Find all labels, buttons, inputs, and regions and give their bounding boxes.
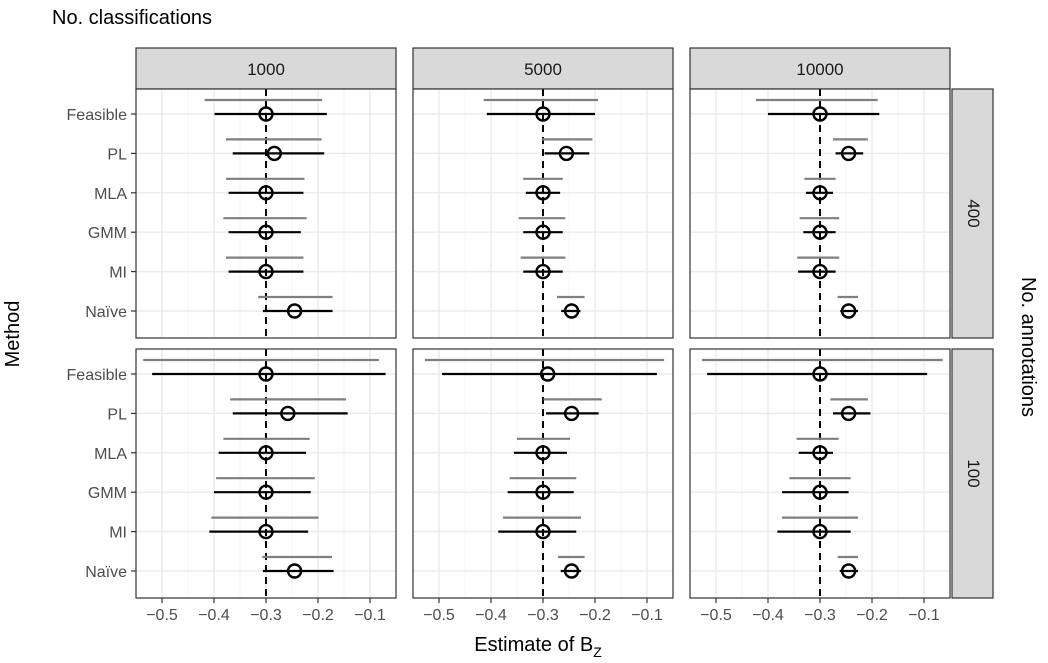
y-tick-label: MLA — [94, 186, 127, 203]
estimate-point — [558, 145, 575, 162]
estimate-point — [280, 405, 296, 422]
column-strip-label: 5000 — [524, 60, 562, 79]
estimate-point — [840, 303, 857, 319]
column-strip — [689, 47, 951, 90]
row-strip-label: 400 — [964, 199, 983, 227]
x-axis-title: Estimate of BZ — [474, 634, 602, 660]
facet-row-title: No. annotations — [1017, 277, 1039, 417]
estimate-point — [286, 303, 303, 319]
estimate-point — [812, 366, 828, 382]
x-tick-label: −0.4 — [475, 607, 507, 624]
x-axis-title-subscript: Z — [593, 644, 602, 660]
facet-panel — [135, 88, 397, 339]
estimate-point — [539, 366, 556, 382]
x-tick-label: −0.5 — [146, 607, 178, 624]
y-tick-label: Naïve — [85, 304, 127, 321]
row-strip-label: 100 — [964, 459, 983, 487]
x-tick-label: −0.2 — [302, 607, 334, 624]
x-tick-label: −0.1 — [631, 607, 663, 624]
estimate-point — [258, 224, 274, 240]
estimate-point — [812, 224, 828, 240]
x-tick-label: −0.2 — [856, 607, 888, 624]
estimate-point — [535, 263, 551, 280]
facet-panel — [135, 348, 397, 599]
x-tick-label: −0.5 — [700, 607, 732, 624]
estimate-point — [812, 185, 828, 201]
facet-panel — [412, 348, 674, 599]
estimate-point — [258, 445, 274, 461]
y-tick-label: Feasible — [67, 107, 128, 124]
x-axis-title-main: Estimate of B — [474, 634, 593, 656]
facet-panel — [689, 348, 951, 599]
x-tick-label: −0.1 — [354, 607, 386, 624]
estimate-point — [535, 445, 551, 461]
estimate-point — [812, 445, 828, 461]
y-tick-label: GMM — [88, 485, 127, 502]
y-tick-label: PL — [107, 146, 127, 163]
y-axis-title: Method — [2, 301, 24, 368]
column-strip — [412, 47, 674, 90]
x-tick-label: −0.5 — [423, 607, 455, 624]
estimate-point — [266, 145, 283, 162]
x-tick-label: −0.2 — [579, 607, 611, 624]
facet-panel — [412, 88, 674, 339]
estimate-point — [535, 185, 551, 201]
x-tick-label: −0.1 — [908, 607, 940, 624]
estimate-point — [535, 523, 551, 540]
y-tick-label: MLA — [94, 446, 127, 463]
y-tick-label: Naïve — [85, 564, 127, 581]
row-strip — [951, 348, 994, 599]
y-tick-label: Feasible — [67, 367, 128, 384]
x-tick-label: −0.4 — [752, 607, 784, 624]
chart-title: No. classifications — [52, 7, 212, 29]
estimate-point — [258, 484, 274, 500]
estimate-point — [535, 106, 551, 122]
column-strip — [135, 47, 397, 90]
estimate-point — [258, 185, 274, 201]
estimate-point — [840, 405, 857, 422]
estimate-point — [563, 563, 580, 579]
column-strip-label: 10000 — [796, 60, 843, 79]
estimate-point — [812, 106, 828, 122]
estimate-point — [258, 263, 274, 280]
x-tick-label: −0.3 — [250, 607, 282, 624]
column-strip-label: 1000 — [247, 60, 285, 79]
estimate-point — [535, 484, 551, 500]
estimate-point — [563, 405, 580, 422]
estimate-point — [258, 523, 274, 540]
facet-panel — [689, 88, 951, 339]
estimate-point — [812, 263, 828, 280]
y-tick-label: PL — [107, 406, 127, 423]
panel-border — [135, 88, 397, 339]
estimate-point — [563, 303, 580, 319]
panel-border — [412, 88, 674, 339]
estimate-point — [258, 106, 274, 122]
estimate-point — [840, 145, 857, 162]
panel-border — [689, 88, 951, 339]
estimate-point — [812, 484, 828, 500]
row-strip — [951, 88, 994, 339]
x-tick-label: −0.4 — [198, 607, 230, 624]
estimate-point — [535, 224, 551, 240]
estimate-point — [840, 563, 857, 579]
x-tick-label: −0.3 — [527, 607, 559, 624]
panels-group: 1000 5000 10000 400 100 Feasible PL MLA GMM MI Naï… — [67, 47, 994, 624]
estimate-point — [812, 523, 828, 540]
y-tick-label: GMM — [88, 225, 127, 242]
estimate-point — [286, 563, 303, 579]
estimate-point — [258, 366, 274, 382]
y-tick-label: MI — [109, 525, 127, 542]
x-tick-label: −0.3 — [804, 607, 836, 624]
y-tick-label: MI — [109, 265, 127, 282]
